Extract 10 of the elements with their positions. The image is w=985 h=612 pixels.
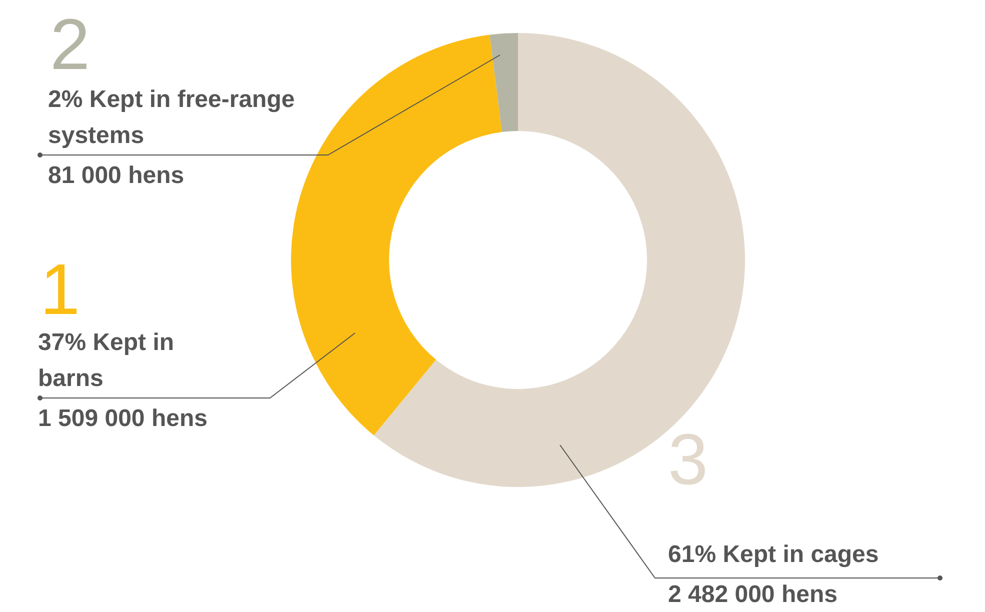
text: 2 <box>50 5 90 85</box>
data-label: 1 509 000 hens <box>38 404 208 434</box>
slice-label: 61% Kept in cages <box>668 540 880 570</box>
donut-slice <box>490 33 518 132</box>
data-label: 81 000 hens <box>48 161 186 191</box>
text: 1 <box>40 250 80 330</box>
donut-slice <box>374 33 745 487</box>
slice-label: 2% Kept in free-range systems <box>48 86 295 149</box>
data-label: 2 482 000 hens <box>668 580 838 610</box>
slice-label: 37% Kept in barns <box>38 328 176 394</box>
